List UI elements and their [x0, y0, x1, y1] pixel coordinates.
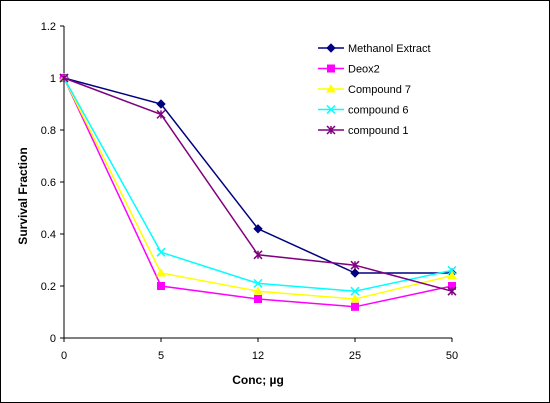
series-2 [59, 72, 457, 303]
y-tick-label: 1.2 [41, 21, 56, 33]
data-point [350, 268, 360, 278]
legend-label: compound 6 [348, 105, 409, 117]
data-point [447, 265, 457, 275]
x-tick-label: 5 [158, 350, 164, 362]
legend-label: Compound 7 [348, 84, 411, 96]
y-tick-label: 0.4 [41, 229, 56, 241]
data-point [253, 286, 263, 295]
legend-label: compound 1 [348, 125, 409, 137]
data-point [156, 247, 166, 257]
data-point [253, 278, 263, 288]
legend-label: Deox2 [348, 64, 380, 76]
data-point [157, 282, 165, 290]
data-point [156, 99, 166, 109]
legend-label: Methanol Extract [348, 43, 431, 55]
series-4 [59, 73, 457, 296]
y-tick-label: 0 [50, 333, 56, 345]
data-point [156, 109, 166, 119]
data-point [447, 270, 457, 280]
data-point [253, 250, 263, 260]
data-point [254, 295, 262, 303]
series-3 [59, 73, 457, 296]
data-point [59, 73, 69, 83]
x-tick-label: 25 [349, 350, 361, 362]
data-point [350, 260, 360, 270]
data-point [156, 267, 166, 277]
y-tick-label: 1 [50, 73, 56, 85]
x-axis-title: Conc; µg [232, 373, 284, 387]
tick-labels: 0 0.2 0.4 0.6 0.8 1 1.2 0 5 12 25 50 [41, 21, 458, 362]
legend-marker [327, 64, 335, 73]
legend-marker [326, 125, 336, 135]
legend-marker [326, 104, 336, 115]
legend-item: compound 1 [318, 125, 409, 137]
legend-marker [326, 83, 336, 93]
x-tick-label: 0 [61, 350, 67, 362]
legend: Methanol Extract Deox2 Compound 7 compound … [318, 43, 431, 137]
data-point [350, 293, 360, 303]
legend-item: Compound 7 [318, 83, 411, 96]
legend-item: compound 6 [318, 105, 409, 117]
x-tick-label: 50 [446, 350, 458, 362]
y-tick-label: 0.6 [41, 177, 56, 189]
series-lines [59, 72, 457, 311]
data-point [351, 302, 359, 311]
data-point [350, 286, 360, 296]
legend-item: Deox2 [318, 64, 380, 76]
legend-item: Methanol Extract [318, 43, 431, 55]
y-axis-title: Survival Fraction [16, 147, 30, 244]
data-point [447, 286, 457, 296]
legend-marker [326, 43, 336, 53]
y-tick-label: 0.2 [41, 281, 56, 293]
x-tick-label: 12 [252, 350, 264, 362]
y-tick-label: 0.8 [41, 125, 56, 137]
data-point [253, 224, 263, 234]
